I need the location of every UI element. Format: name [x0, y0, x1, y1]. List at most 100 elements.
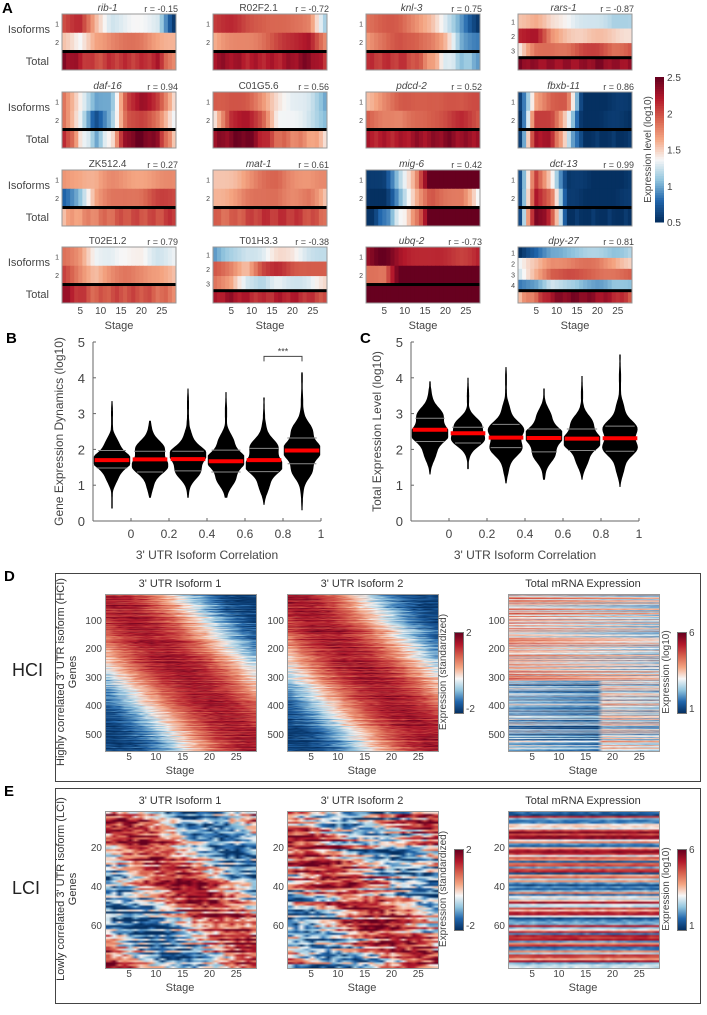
heatmap-cell [623, 257, 629, 270]
colorbar-segment [655, 108, 664, 112]
heatmap-cell [575, 247, 580, 259]
heatmap-cell [225, 14, 230, 34]
heatmap-cell [171, 170, 177, 190]
heatmap-cell [270, 247, 275, 262]
heatmap-cell [318, 92, 324, 112]
heatmap-cell-total [171, 284, 177, 303]
heatmap-cell [451, 110, 457, 130]
heatmap-cell-total [615, 57, 621, 70]
heatmap-cell-total [110, 129, 116, 148]
heatmap-cell [306, 92, 312, 112]
heatmap-cell [114, 247, 120, 267]
heatmap-cell-total [423, 129, 428, 148]
heatmap-cell [615, 268, 621, 281]
gene-name: dct-13 [550, 159, 578, 170]
heatmap-cell [435, 32, 440, 52]
heatmap-cell [431, 14, 436, 34]
heatmap-cell [455, 92, 461, 112]
heatmap-cell [278, 14, 283, 34]
heatmap-cell [302, 170, 308, 190]
heatmap-cell-total [249, 207, 255, 226]
x-tick-label: 25 [633, 752, 645, 763]
heatmap-cell [139, 92, 144, 112]
heatmap-cell [241, 188, 247, 208]
heatmap-cell [447, 32, 452, 52]
x-tick-label: 5 [534, 306, 540, 317]
heatmap-cell [310, 188, 316, 208]
heatmap-cell [314, 32, 320, 52]
gene-name: T01H3.3 [239, 236, 278, 247]
heatmap-cell-total [70, 51, 75, 70]
correlation-value: r = -0.38 [295, 237, 329, 247]
heatmap-cell [575, 188, 580, 208]
heatmap-cell [229, 247, 234, 262]
heatmap-cell-total [225, 290, 230, 303]
heatmap-cell [282, 188, 287, 208]
heatmap-cell-total [249, 290, 255, 303]
heatmap-cell-total [467, 207, 473, 226]
heatmap-isoform-2 [287, 594, 439, 752]
heatmap-cell-total [418, 51, 424, 70]
heatmap-cell [90, 110, 96, 130]
heatmap-cell [447, 110, 452, 130]
heatmap-cell [402, 14, 408, 34]
colorbar-tick-label: 6 [689, 628, 695, 639]
heatmap-cell [233, 110, 238, 130]
y-tick-label: 60 [493, 921, 505, 932]
heatmap-cell [534, 170, 539, 190]
heatmap-cell [370, 32, 375, 52]
heatmap-cell [151, 170, 157, 190]
heatmap-cell [475, 188, 481, 208]
y-tick-label: 1 [396, 478, 403, 493]
heatmap-cell [534, 257, 539, 270]
heatmap-cell-total [78, 284, 83, 303]
colorbar-segment [655, 125, 664, 129]
heatmap-cell-total [546, 57, 552, 70]
colorbar-segment [655, 190, 664, 194]
heatmap-cell [550, 92, 556, 112]
colorbar-tick-label: -2 [466, 921, 475, 932]
heatmap-cell [290, 92, 295, 112]
heatmap-cell-total [119, 207, 124, 226]
heatmap-cell [562, 247, 568, 259]
heatmap-cell-total [314, 129, 320, 148]
heatmap-cell [554, 28, 560, 44]
heatmap-cell-total [261, 129, 267, 148]
heatmap-cell [143, 92, 148, 112]
heatmap-cell [526, 170, 531, 190]
heatmap-cell-total [538, 129, 543, 148]
heatmap-cell [123, 247, 128, 267]
heatmap-cell [290, 261, 295, 277]
heatmap-cell-total [475, 51, 481, 70]
row-label-isoforms: Isoforms [8, 102, 51, 114]
heatmap-cell [171, 247, 177, 267]
heatmap-cell-total [98, 129, 104, 148]
heatmap-cell [431, 32, 436, 52]
heatmap-isoform-1 [105, 594, 257, 752]
heatmap-cell [245, 92, 251, 112]
heatmap-cell [270, 276, 275, 291]
heatmap-cell-total [414, 284, 420, 303]
heatmap-cell-total [538, 290, 543, 303]
heatmap-cell [538, 257, 543, 270]
isoform-number: 2 [359, 118, 363, 125]
colorbar-total [677, 632, 687, 714]
heatmap-cell [583, 268, 588, 281]
colorbar-label: Expression (standardized) [438, 830, 449, 948]
heatmap-cell [562, 170, 568, 190]
heatmap-cell [530, 257, 535, 270]
heatmap-cell [241, 276, 247, 291]
heatmap-cell-total [414, 51, 420, 70]
heatmap-cell [74, 188, 79, 208]
heatmap-cell [607, 110, 613, 130]
heatmap-cell [225, 261, 230, 277]
heatmap-cell [627, 247, 633, 259]
heatmap-cell [599, 110, 604, 130]
heatmap-cell [139, 247, 144, 267]
heatmap-title: 3' UTR Isoform 2 [320, 795, 404, 807]
heatmap-cell-total [163, 207, 169, 226]
heatmap-cell-total [294, 51, 299, 70]
heatmap-cell-total [366, 207, 371, 226]
heatmap-cell [550, 28, 556, 44]
heatmap-cell-total [310, 129, 316, 148]
